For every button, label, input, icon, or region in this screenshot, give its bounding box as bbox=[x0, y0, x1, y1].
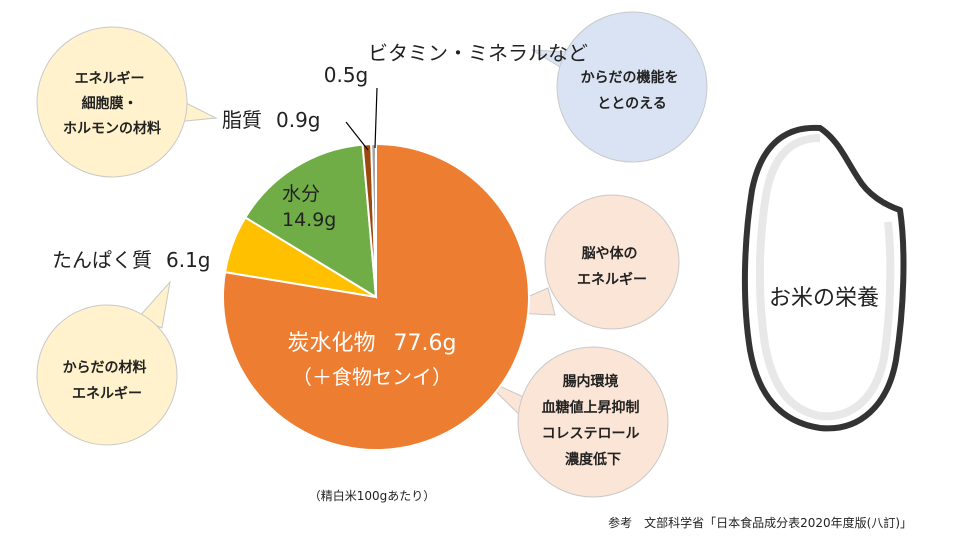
water-name-label: 水分 bbox=[282, 183, 320, 205]
bubble-vitamin: からだの機能を ととのえる bbox=[531, 11, 708, 163]
bubble-vitamin-line-2: ととのえる bbox=[597, 96, 666, 112]
carb-name-label: 炭水化物 bbox=[288, 331, 376, 356]
bubble-fiber-line-2: 血糖値上昇抑制 bbox=[542, 399, 640, 416]
bubble-carb-line-1: 脳や体の bbox=[582, 245, 638, 262]
bubble-fiber-line-3: コレステロール bbox=[542, 426, 640, 442]
bubble-fiber: 腸内環境 血糖値上昇抑制 コレステロール 濃度低下 bbox=[481, 346, 669, 498]
svg-text:からだの機能を ととのえる: からだの機能を ととのえる bbox=[581, 69, 684, 112]
bubble-carb: 脳や体の エネルギー bbox=[491, 194, 680, 330]
pie-slice-water bbox=[243, 143, 378, 299]
fat-leader-line bbox=[345, 121, 369, 151]
svg-text:からだの材料 エネルギー: からだの材料 エネルギー bbox=[63, 359, 152, 402]
vitamin-leader-line bbox=[374, 87, 378, 149]
bubble-fat: エネルギー 細胞膜・ ホルモンの材料 bbox=[36, 26, 218, 178]
fat-value-label: 0.9g bbox=[276, 108, 321, 132]
pie-slice-vitamin bbox=[370, 142, 377, 298]
carb-label: 炭水化物 77.6g bbox=[288, 331, 457, 356]
bubble-vitamin-line-1: からだの機能を bbox=[581, 69, 679, 86]
protein-label: たんぱく質 6.1g bbox=[52, 248, 211, 272]
bubble-protein-line-1: からだの材料 bbox=[63, 359, 147, 376]
chart-title: お米の栄養 bbox=[769, 286, 879, 311]
fat-label: 脂質 0.9g bbox=[222, 108, 321, 132]
bubble-fiber-line-1: 腸内環境 bbox=[563, 373, 619, 390]
protein-value-label: 6.1g bbox=[166, 248, 211, 272]
carb-sub-label: （＋食物センイ） bbox=[292, 365, 452, 389]
bubble-fat-line-3: ホルモンの材料 bbox=[63, 120, 161, 137]
rice-grain-illustration bbox=[741, 124, 907, 432]
bubble-protein: からだの材料 エネルギー bbox=[36, 280, 178, 446]
protein-name-label: たんぱく質 bbox=[52, 248, 152, 272]
bubble-fat-line-2: 細胞膜・ bbox=[82, 95, 138, 112]
bubble-fiber-line-4: 濃度低下 bbox=[565, 451, 621, 468]
vitamin-name-label: ビタミン・ミネラルなど bbox=[368, 41, 588, 65]
bubble-protein-line-2: エネルギー bbox=[72, 385, 142, 402]
bubble-carb-line-2: エネルギー bbox=[577, 271, 647, 288]
svg-text:腸内環境 血糖値上昇抑制 コレステロ: 腸内環境 血糖値上昇抑制 コレステロール 濃度低下 bbox=[542, 373, 645, 468]
bubble-fat-line-1: エネルギー bbox=[75, 70, 145, 87]
svg-text:エネルギー 細胞膜・ ホルモンの材料: エネルギー 細胞膜・ ホルモンの材料 bbox=[63, 70, 161, 137]
carb-value-label: 77.6g bbox=[394, 331, 457, 356]
svg-text:脳や体の エネルギー: 脳や体の エネルギー bbox=[577, 245, 647, 288]
vitamin-value-label: 0.5g bbox=[324, 63, 369, 87]
pie-chart bbox=[222, 142, 530, 451]
water-value-label: 14.9g bbox=[282, 209, 336, 231]
source-note: 参考 文部科学省「日本食品成分表2020年度版(八訂)」 bbox=[608, 515, 912, 530]
fat-name-label: 脂質 bbox=[222, 108, 262, 132]
basis-note: （精白米100gあたり） bbox=[309, 488, 436, 503]
